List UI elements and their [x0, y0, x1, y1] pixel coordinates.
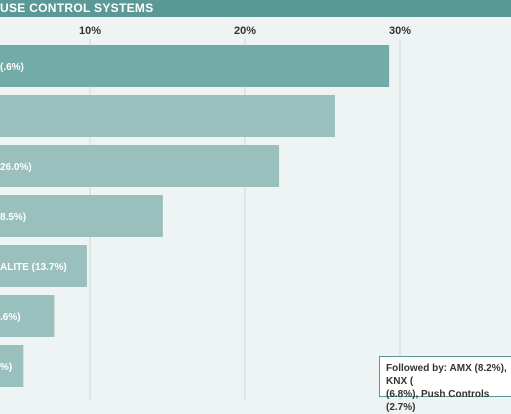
bar: [0, 345, 24, 387]
bar-label: 8.5%): [0, 212, 26, 223]
bar-label: 26.0%): [0, 162, 32, 173]
bar-label: ALITE (13.7%): [0, 262, 67, 273]
bar: [0, 195, 163, 237]
bar-label: %): [0, 362, 12, 373]
bar: [0, 145, 280, 187]
chart-title: USE CONTROL SYSTEMS: [0, 1, 154, 15]
x-tick-label: 10%: [79, 25, 101, 37]
bar: [0, 95, 335, 137]
x-tick-label: 20%: [234, 25, 256, 37]
bar-label: .6%): [0, 312, 21, 323]
bar-chart: 10% 20% 30% (.6%) 26.0%) 8.5%) ALITE (13.7%) .6…: [0, 25, 411, 400]
x-tick-label: 30%: [389, 25, 411, 37]
footnote-box: Followed by: AMX (8.2%), KNX ( (6.8%), P…: [379, 356, 511, 413]
footnote-line-1: Followed by: AMX (8.2%), KNX (: [386, 363, 507, 387]
bar: [0, 295, 55, 337]
bar: [0, 245, 87, 287]
chart-title-bar: USE CONTROL SYSTEMS: [0, 0, 511, 17]
bar-label: (.6%): [0, 62, 24, 73]
footnote-line-2: (6.8%), Push Controls (2.7%): [386, 389, 490, 413]
bar: [0, 45, 390, 87]
